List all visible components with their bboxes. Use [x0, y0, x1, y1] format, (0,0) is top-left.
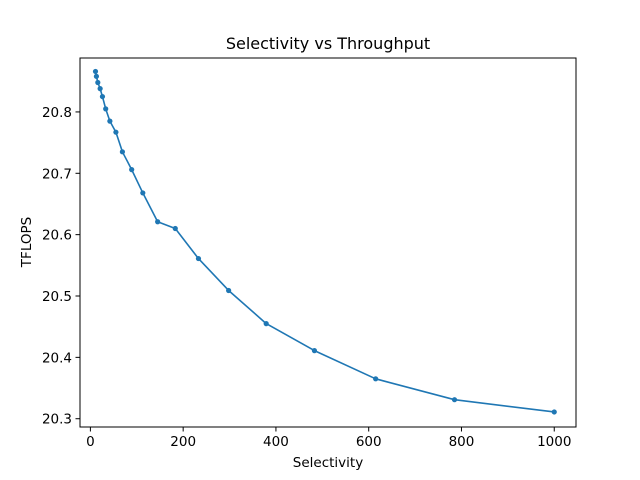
x-tick-label: 800	[449, 434, 475, 450]
data-point	[226, 287, 232, 294]
x-tick-label: 400	[263, 434, 289, 450]
data-point	[155, 219, 161, 225]
y-tick-label: 20.3	[42, 412, 72, 428]
x-tick-label: 600	[356, 434, 382, 450]
data-point	[129, 167, 135, 173]
data-point	[99, 93, 106, 100]
x-tick-label: 200	[170, 434, 196, 450]
data-point	[551, 409, 557, 415]
x-tick-label: 0	[86, 434, 95, 450]
y-tick-label: 20.8	[42, 105, 72, 121]
data-point	[93, 73, 100, 79]
data-point	[172, 225, 178, 232]
plot-area	[92, 68, 557, 415]
chart-title: Selectivity vs Throughput	[226, 34, 430, 53]
data-point	[95, 79, 101, 86]
y-tick-label: 20.4	[42, 350, 72, 366]
data-point	[311, 348, 318, 354]
x-axis-label: Selectivity	[293, 455, 363, 471]
data-point	[195, 255, 202, 262]
y-tick-label: 20.5	[42, 289, 72, 305]
x-tick-label: 1000	[537, 434, 571, 450]
data-point	[119, 149, 125, 155]
data-point	[97, 86, 103, 92]
y-axis: 20.3 20.4 20.5 20.6 20.7 20.8	[42, 105, 80, 428]
data-point	[140, 190, 146, 196]
data-point	[451, 397, 458, 403]
y-axis-label: TFLOPS	[19, 217, 35, 268]
data-point	[373, 376, 379, 382]
y-tick-label: 20.6	[42, 228, 72, 244]
data-point	[103, 106, 109, 112]
data-point	[107, 118, 113, 124]
axes-frame	[79, 57, 577, 428]
data-point	[92, 68, 99, 75]
data-point	[263, 321, 269, 327]
y-tick-label: 20.7	[42, 166, 72, 182]
data-point	[113, 129, 119, 135]
x-axis: 0 200 400 600 800 1000	[86, 427, 571, 450]
